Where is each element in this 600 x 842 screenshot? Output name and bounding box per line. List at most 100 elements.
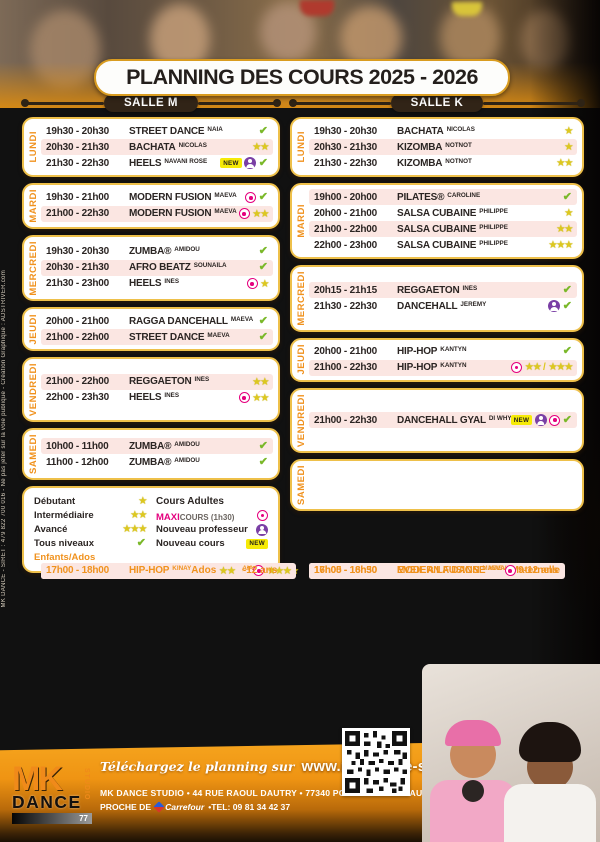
day-card-vendredi: VENDREDI18h30 - 19h30K-POPSOKAINANEW10-1… <box>290 387 584 579</box>
class-row: 19h30 - 20h30 BACHATA NICOLAS ★ <box>309 123 577 139</box>
class-rows: 18h30 - 20h00Cie JUICY DANCENAIA★★★20h00… <box>41 313 273 579</box>
class-time: 20h00 - 21h00 <box>46 315 109 327</box>
row-tags: ✔ <box>258 314 268 327</box>
legend-levels: Débutant ★ Intermédiaire ★★ Avancé ★★★ Tous ni… <box>34 495 147 564</box>
row-tags: Ados★★ <box>191 565 236 576</box>
legend-level-row: Enfants/Ados <box>34 551 146 564</box>
class-time: 11h00 - 12h00 <box>46 456 109 468</box>
logo-dept: 77 <box>79 814 88 823</box>
teacher-name: AMIDOU <box>174 456 200 464</box>
qr-code[interactable] <box>342 728 410 796</box>
day-card-mercredi: MERCREDI14h00 - 15h00HIP-HOPKINAY7-9 ans… <box>22 234 299 579</box>
class-name: KIZOMBA NOTNOT <box>397 141 472 153</box>
teacher-name: INÉS <box>164 392 180 400</box>
class-row: 10h00 - 11h00 ZUMBA® AMIDOU ✔ <box>41 438 273 455</box>
class-row: 21h00 - 22h00 SALSA CUBAINE PHILIPPE ★★ <box>309 221 577 237</box>
day-label: LUNDI <box>294 123 309 171</box>
day-card-mercredi: MERCREDI14h30 - 15h15ZUMBA KIDS®INÉS4-7 … <box>290 265 584 579</box>
age-label: Maternelle <box>510 565 561 577</box>
maxi-course-icon <box>504 565 516 577</box>
day-label: MERCREDI <box>294 271 309 326</box>
day-label-text: VENDREDI <box>28 363 39 417</box>
new-teacher-icon <box>534 414 547 427</box>
class-name: DANCEHALL JÉRÉMY <box>397 300 487 312</box>
logo-dept-bar: 77 <box>12 813 92 824</box>
row-tags: ★★ <box>556 224 573 235</box>
class-time: 20h15 - 21h15 <box>314 284 377 296</box>
class-name: SALSA CUBAINE PHILIPPE <box>397 223 508 235</box>
row-tags: ★★ <box>238 207 269 220</box>
all-levels-check-icon: ✔ <box>258 330 268 343</box>
address-line: MK DANCE STUDIO • 44 RUE RAOUL DAUTRY • … <box>100 788 433 798</box>
page-title-text: PLANNING DES COURS 2025 - 2026 <box>126 65 478 89</box>
teacher-name: MAEVA <box>488 565 511 573</box>
class-name: EVEIL A LA DANSE MAEVA <box>397 565 511 577</box>
legend-maxi-row: MAXICOURS (1h30) <box>156 509 268 523</box>
teacher-name: KINAY <box>172 565 192 573</box>
class-row: 20h00 - 21h00 HIP-HOP KANTYN ✔ <box>309 344 577 360</box>
class-row: 21h00 - 22h30 HIP-HOP KANTYN ★★ / ★★★ <box>309 359 577 376</box>
class-row: 20h00 - 21h00 SALSA CUBAINE PHILIPPE ★ <box>309 205 577 221</box>
day-label: SAMEDI <box>26 434 41 474</box>
row-tags: ★ <box>564 126 573 137</box>
teacher-name: NAIA <box>207 125 223 133</box>
class-row: 21h00 - 22h00 REGGAETON INÉS ★★ <box>41 373 273 390</box>
new-course-label: Nouveau cours <box>156 538 225 550</box>
class-time: 21h30 - 23h00 <box>46 278 109 290</box>
class-rows: 18h30 - 19h30STREET DANCEKENY8-12 ans19h… <box>309 123 577 579</box>
level-stars: ★★ <box>130 509 147 522</box>
level-stars: ★★ <box>252 207 269 220</box>
legend-level-row: Tous niveaux ✔ <box>34 537 146 550</box>
class-time: 19h00 - 20h00 <box>314 191 377 203</box>
level-stars: ★★★ <box>122 523 147 536</box>
carrefour-label: Carrefour <box>165 802 205 812</box>
logo-mk: MK <box>12 760 63 799</box>
day-label-text: JEUDI <box>296 344 307 375</box>
phone-number: •TEL: 09 81 34 42 37 <box>208 802 291 812</box>
legend-level-row: Débutant ★ <box>34 495 147 508</box>
class-name: DANCEHALL GYAL DI WHY <box>397 414 511 426</box>
maxi-course-icon <box>246 278 258 290</box>
maxi-bold: MAXI <box>156 511 180 523</box>
column-salle-m: SALLE M LUNDI18h30 - 19h30STREET DANCENA… <box>21 94 299 579</box>
class-name: SALSA CUBAINE PHILIPPE <box>397 207 508 219</box>
class-time: 21h00 - 22h00 <box>314 223 377 235</box>
all-levels-check-icon: ✔ <box>258 314 268 327</box>
teacher-name: KANTYN <box>440 362 467 370</box>
kids-photo <box>422 664 600 842</box>
class-name: BACHATA NICOLAS <box>129 141 207 153</box>
class-rows: 18h30 - 19h30K-POPSOKAINANEW10-13 ans✔19… <box>309 394 577 579</box>
legend-level-row: Intermédiaire ★★ <box>34 509 147 522</box>
row-tags: ✔ <box>259 262 268 273</box>
class-row: 21h30 - 23h00 HEELS INÉS ★ <box>41 276 273 292</box>
all-levels-check-icon: ✔ <box>562 413 572 426</box>
teacher-name: PHILIPPE <box>479 207 508 215</box>
level-stars: ★★★ <box>548 361 573 374</box>
class-name: ZUMBA® AMIDOU <box>129 440 200 452</box>
class-time: 19h30 - 20h30 <box>46 125 109 137</box>
maxi-course-icon <box>238 392 250 404</box>
maxi-course-icon <box>238 208 250 220</box>
legend-level-row: Avancé ★★★ <box>34 523 147 536</box>
day-label: MARDI <box>26 189 41 223</box>
row-tags: NEW ✔ <box>220 157 268 169</box>
class-name: REGGAETON INÉS <box>129 376 210 388</box>
row-tags: ★★ <box>252 377 269 388</box>
class-rows: 14h00 - 15h00HIP-HOPKINAY7-9 ans15h00 - … <box>41 241 299 579</box>
schedule-grid: SALLE M LUNDI18h30 - 19h30STREET DANCENA… <box>21 94 586 579</box>
class-name: BACHATA NICOLAS <box>397 125 475 137</box>
row-tags: ✔ <box>259 440 268 452</box>
all-levels-check-icon: ✔ <box>258 191 268 204</box>
row-tags: ★★★ <box>253 565 292 577</box>
day-label-text: MARDI <box>296 204 307 238</box>
row-tags: ★ <box>246 278 269 290</box>
teacher-name: AMIDOU <box>174 440 200 448</box>
day-card-jeudi: JEUDI18h30 - 20h00Cie JUICY DANCENAIA★★★… <box>22 307 280 579</box>
mk-dance-logo: MK STUDIO DANCE 77 <box>12 760 92 824</box>
teacher-name: SOUNAÏLA <box>193 262 227 270</box>
class-time: 21h00 - 22h30 <box>314 414 377 426</box>
class-rows: 14h30 - 15h15ZUMBA KIDS®INÉS4-7 ans15h15… <box>309 271 577 579</box>
